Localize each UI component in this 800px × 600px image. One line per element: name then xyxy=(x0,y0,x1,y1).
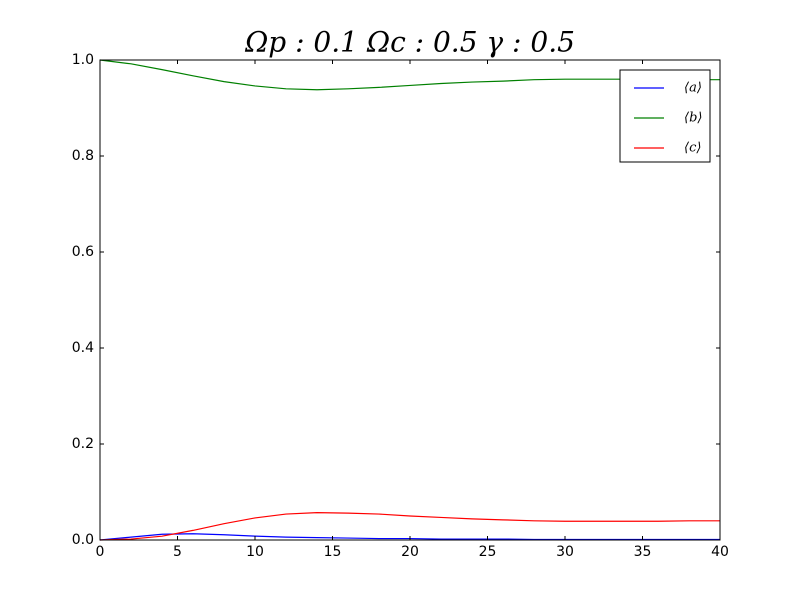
x-tick-label: 40 xyxy=(711,544,729,560)
plot-frame xyxy=(99,59,721,541)
y-tick-label: 1.0 xyxy=(72,52,94,68)
x-tick-label: 30 xyxy=(556,544,574,560)
x-tick-label: 35 xyxy=(634,544,652,560)
x-tick-label: 20 xyxy=(401,544,419,560)
x-tick-label: 5 xyxy=(173,544,182,560)
x-tick-label: 15 xyxy=(324,544,342,560)
y-tick-label: 0.2 xyxy=(72,436,94,452)
y-tick-label: 0.0 xyxy=(72,532,94,548)
legend-label: ⟨c⟩ xyxy=(684,141,701,156)
y-tick-label: 0.6 xyxy=(72,244,94,260)
legend-label: ⟨b⟩ xyxy=(684,111,702,126)
legend-box xyxy=(619,69,711,163)
chart-title: Ωp : 0.1 Ωc : 0.5 γ : 0.5 xyxy=(244,26,575,59)
data-line xyxy=(99,59,720,91)
x-tick-label: 25 xyxy=(479,544,497,560)
y-tick-label: 0.4 xyxy=(72,340,94,356)
y-tick-label: 0.8 xyxy=(72,148,94,164)
legend-label: ⟨a⟩ xyxy=(684,81,702,96)
x-tick-label: 10 xyxy=(246,544,264,560)
x-tick-label: 0 xyxy=(96,544,105,560)
data-line xyxy=(99,512,720,541)
